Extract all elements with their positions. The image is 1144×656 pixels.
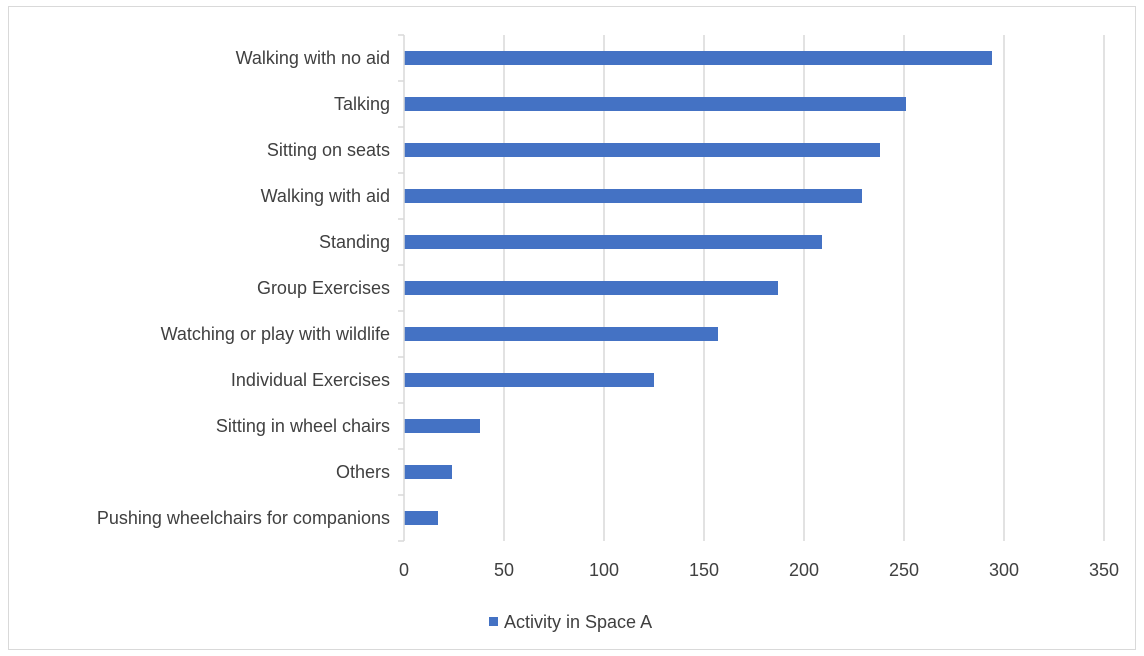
y-axis (398, 34, 405, 542)
bar-sitting-in-wheel-chairs (404, 419, 480, 433)
category-label: Individual Exercises (231, 370, 390, 390)
x-tick-label: 150 (689, 560, 719, 580)
category-label: Pushing wheelchairs for companions (97, 508, 390, 528)
category-label: Sitting in wheel chairs (216, 416, 390, 436)
bar-pushing-wheelchairs-for-companions (404, 511, 438, 525)
bar-standing (404, 235, 822, 249)
x-tick-labels: 0 50 100 150 200 250 300 350 (399, 560, 1119, 580)
x-tick-label: 250 (889, 560, 919, 580)
bar-sitting-on-seats (404, 143, 880, 157)
legend: Activity in Space A (489, 612, 652, 632)
bar-walking-with-no-aid (404, 51, 992, 65)
bars (404, 51, 992, 525)
category-label: Walking with no aid (236, 48, 390, 68)
category-label: Standing (319, 232, 390, 252)
x-tick-label: 100 (589, 560, 619, 580)
bar-chart: Walking with no aid Talking Sitting on sea… (97, 34, 1119, 632)
bar-individual-exercises (404, 373, 654, 387)
bar-talking (404, 97, 906, 111)
bar-watching-or-play-with-wildlife (404, 327, 718, 341)
category-label: Watching or play with wildlife (161, 324, 390, 344)
category-label: Others (336, 462, 390, 482)
x-tick-label: 300 (989, 560, 1019, 580)
category-label: Talking (334, 94, 390, 114)
category-labels: Walking with no aid Talking Sitting on sea… (97, 48, 390, 528)
legend-label: Activity in Space A (504, 612, 652, 632)
x-tick-label: 350 (1089, 560, 1119, 580)
chart-frame: Walking with no aid Talking Sitting on sea… (8, 6, 1136, 650)
bar-others (404, 465, 452, 479)
category-label: Walking with aid (261, 186, 390, 206)
category-label: Group Exercises (257, 278, 390, 298)
x-tick-label: 50 (494, 560, 514, 580)
x-tick-label: 200 (789, 560, 819, 580)
bar-group-exercises (404, 281, 778, 295)
x-tick-label: 0 (399, 560, 409, 580)
bar-walking-with-aid (404, 189, 862, 203)
category-label: Sitting on seats (267, 140, 390, 160)
legend-swatch (489, 617, 498, 626)
